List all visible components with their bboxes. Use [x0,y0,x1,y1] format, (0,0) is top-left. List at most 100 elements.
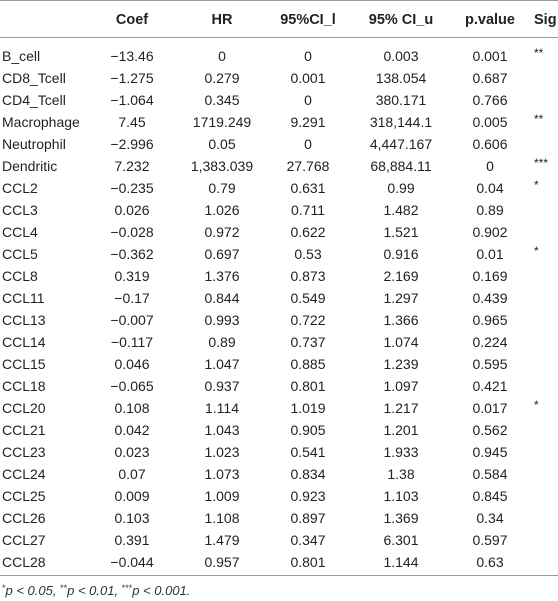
cell-variable: CCL21 [2,422,46,438]
cell-ci-lower: 27.768 [286,158,330,174]
cell-variable: Macrophage [2,114,80,130]
cell-pvalue: 0.04 [476,180,504,196]
cell-hr: 0.345 [204,92,240,108]
cell-variable: Neutrophil [2,136,66,152]
table-row: CD4_Tcell −1.064 0.345 0 380.171 0.766 [0,90,558,112]
cell-ci-lower: 0.347 [290,532,326,548]
cell-ci-lower: 0.923 [290,488,326,504]
cell-pvalue: 0.169 [472,268,508,284]
cell-ci-upper: 1.521 [383,224,419,240]
cell-variable: CCL28 [2,554,46,570]
cell-ci-upper: 0.916 [383,246,419,262]
cell-sig: ** [534,46,544,60]
cell-ci-upper: 1.38 [387,466,415,482]
table-row: CCL13 −0.007 0.993 0.722 1.366 0.965 [0,310,558,332]
cell-ci-lower: 1.019 [290,400,326,416]
cell-hr: 1.043 [204,422,240,438]
cell-pvalue: 0.945 [472,444,508,460]
cell-ci-upper: 1.369 [383,510,419,526]
cell-hr: 1.023 [204,444,240,460]
cell-variable: CCL25 [2,488,46,504]
table-row: CCL28 −0.044 0.957 0.801 1.144 0.63 [0,552,558,574]
cell-coef: 0.009 [114,488,150,504]
table-row: B_cell −13.46 0 0 0.003 0.001 ** [0,46,558,68]
cell-hr: 0.957 [204,554,240,570]
cell-pvalue: 0.017 [472,400,508,416]
cell-coef: −1.275 [110,70,154,86]
cell-pvalue: 0.562 [472,422,508,438]
header-hr: HR [211,12,233,28]
cell-variable: CCL11 [2,290,45,306]
cell-variable: CCL8 [2,268,38,284]
table-row: Dendritic 7.232 1,383.039 27.768 68,884.11 0 *… [0,156,558,178]
cell-variable: CD4_Tcell [2,92,66,108]
cell-ci-lower: 0.001 [290,70,326,86]
cell-variable: CCL24 [2,466,46,482]
cell-coef: 0.026 [114,202,150,218]
cell-coef: 0.103 [114,510,150,526]
cell-hr: 0 [218,48,226,64]
header-ci-upper: 95% CI_u [368,12,434,28]
cell-ci-upper: 1.297 [383,290,419,306]
cell-ci-upper: 1.933 [383,444,419,460]
cell-variable: CCL23 [2,444,46,460]
table-row: CCL2 −0.235 0.79 0.631 0.99 0.04 * [0,178,558,200]
cell-pvalue: 0.89 [476,202,504,218]
cell-coef: −2.996 [110,136,154,152]
cell-pvalue: 0.606 [472,136,508,152]
cell-hr: 0.05 [208,136,236,152]
cell-ci-upper: 1.217 [383,400,419,416]
cell-pvalue: 0.439 [472,290,508,306]
cell-coef: −0.044 [110,554,154,570]
footnote-mark-2: ** [60,583,68,593]
table-row: CCL5 −0.362 0.697 0.53 0.916 0.01 * [0,244,558,266]
cell-ci-upper: 380.171 [375,92,427,108]
cell-variable: CCL20 [2,400,46,416]
cell-ci-lower: 0.873 [290,268,326,284]
footnote-text-3: p < 0.001. [132,583,191,598]
table-row: CCL8 0.319 1.376 0.873 2.169 0.169 [0,266,558,288]
cell-coef: 0.391 [114,532,150,548]
cell-ci-lower: 0 [304,92,312,108]
table-header: Coef HR 95%CI_l 95% CI_u p.value Sig [0,0,558,38]
cell-ci-upper: 2.169 [383,268,419,284]
cell-coef: −0.117 [110,334,154,350]
cell-ci-lower: 0.897 [290,510,326,526]
cell-coef: −0.235 [110,180,154,196]
cell-pvalue: 0.597 [472,532,508,548]
cell-ci-upper: 1.201 [383,422,419,438]
cell-sig: *** [534,156,549,170]
cell-ci-upper: 4,447.167 [369,136,433,152]
cell-sig: ** [534,112,544,126]
cell-ci-lower: 0.722 [290,312,326,328]
cell-pvalue: 0.001 [472,48,508,64]
cell-ci-lower: 0.801 [290,554,326,570]
cell-hr: 1.114 [205,400,239,416]
cell-ci-lower: 0.53 [294,246,322,262]
cell-variable: CCL5 [2,246,38,262]
table-row: CCL15 0.046 1.047 0.885 1.239 0.595 [0,354,558,376]
cell-ci-upper: 138.054 [375,70,427,86]
cell-ci-upper: 0.003 [383,48,419,64]
table-row: CCL14 −0.117 0.89 0.737 1.074 0.224 [0,332,558,354]
cell-ci-lower: 0.737 [290,334,326,350]
cell-coef: −0.17 [114,290,150,306]
cell-hr: 0.697 [204,246,240,262]
table-body: B_cell −13.46 0 0 0.003 0.001 ** CD8_Tcell −1.27… [0,46,558,574]
cell-variable: CCL14 [2,334,46,350]
header-coef: Coef [115,12,149,28]
footnote-text-1: p < 0.05, [5,583,61,598]
footnote-mark-1: * [2,583,6,593]
cell-hr: 1.479 [204,532,240,548]
cell-pvalue: 0.005 [472,114,508,130]
cell-hr: 1,383.039 [190,158,254,174]
table-row: Neutrophil −2.996 0.05 0 4,447.167 0.606 [0,134,558,156]
cell-pvalue: 0.63 [476,554,504,570]
cell-coef: −0.007 [110,312,154,328]
cell-sig: * [534,178,539,192]
cell-pvalue: 0.34 [476,510,504,526]
cell-pvalue: 0.687 [472,70,508,86]
cell-variable: CCL18 [2,378,46,394]
cell-coef: −0.362 [110,246,154,262]
cell-sig: * [534,398,539,412]
